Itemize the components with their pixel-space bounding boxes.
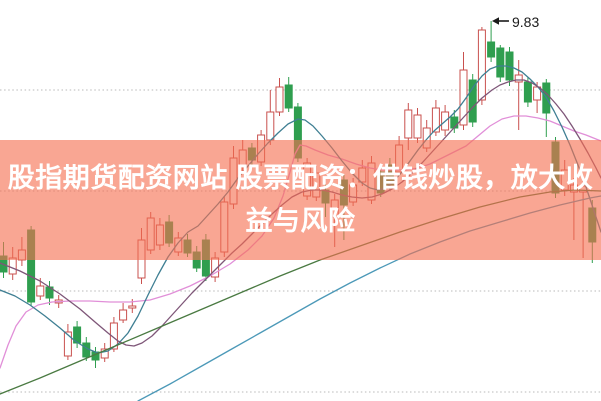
headline-banner-overlay <box>0 140 601 260</box>
high-price-annotation: 9.83 <box>492 14 539 30</box>
high-price-label: 9.83 <box>512 14 539 30</box>
high-arrow-icon <box>492 17 499 25</box>
